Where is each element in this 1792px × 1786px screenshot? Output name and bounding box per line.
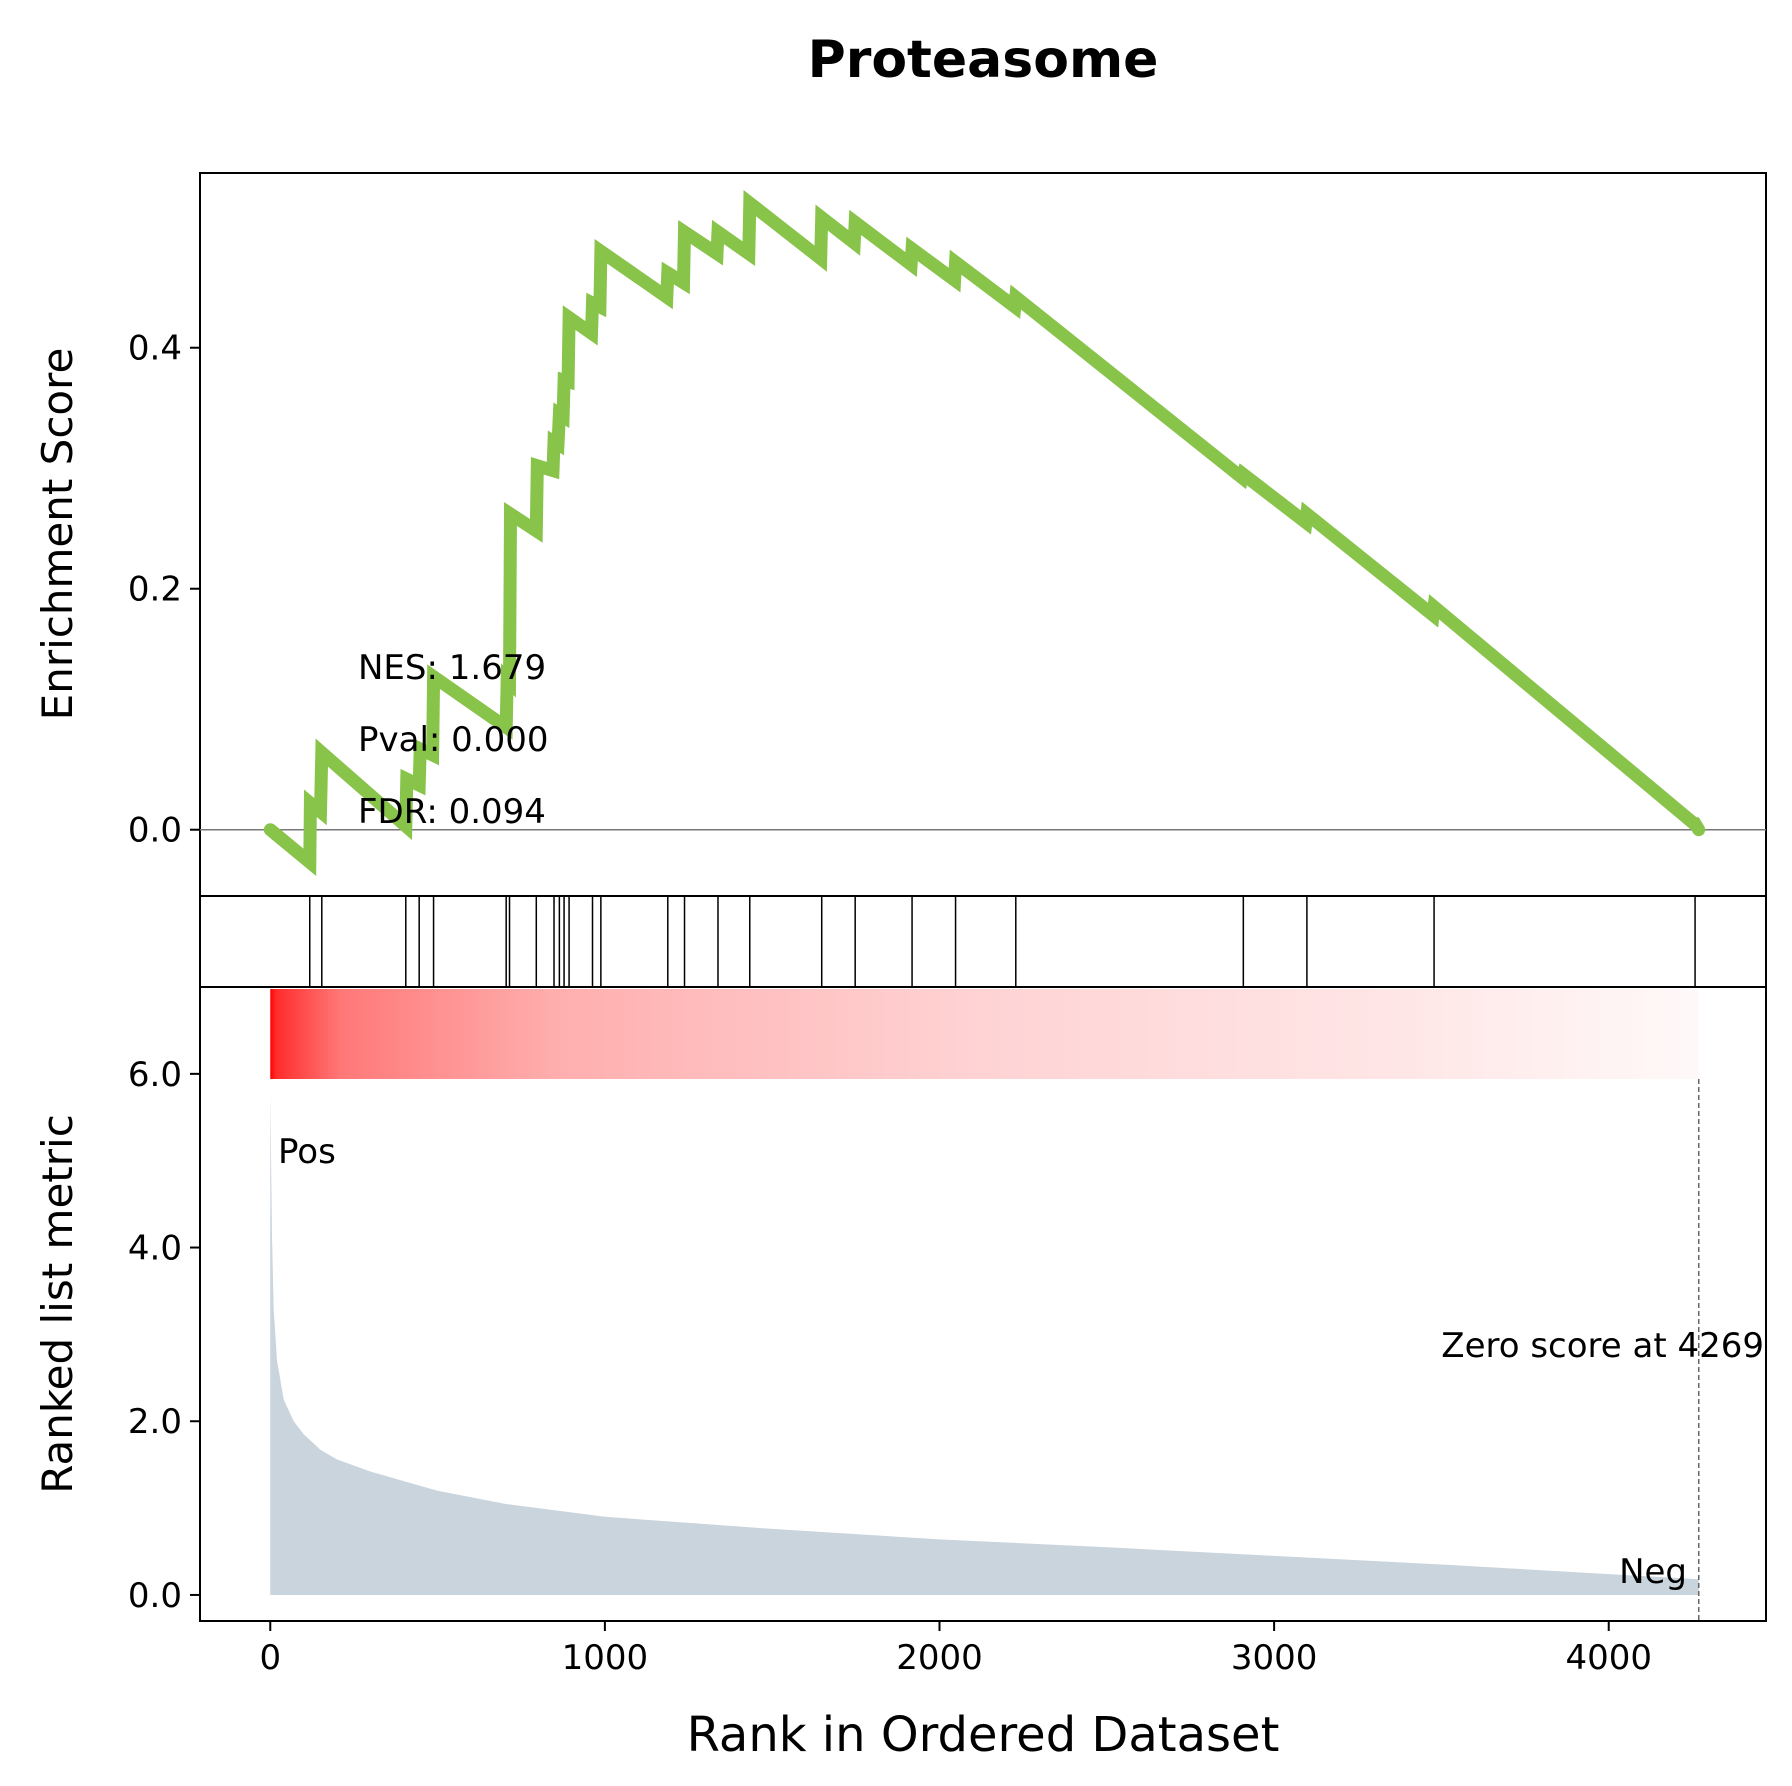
nes-stat: NES: 1.679 — [358, 648, 546, 688]
pval-stat: Pval: 0.000 — [358, 720, 549, 760]
x-axis-label: Rank in Ordered Dataset — [687, 1707, 1280, 1763]
x-tick-label: 2000 — [896, 1638, 983, 1678]
neg-label: Neg — [1619, 1552, 1687, 1592]
ranked-metric-y-tick-label: 2.0 — [128, 1402, 182, 1442]
x-tick-label: 4000 — [1565, 1638, 1652, 1678]
rank-heatmap-bar — [270, 989, 1699, 1079]
ranked-metric-y-tick-label: 6.0 — [128, 1055, 182, 1095]
enrichment-y-axis-label: Enrichment Score — [33, 348, 82, 721]
x-tick-label: 0 — [259, 1638, 281, 1678]
x-tick-label: 3000 — [1231, 1638, 1318, 1678]
enrichment-y-tick-label: 0.0 — [128, 811, 182, 851]
ranked-metric-y-axis-label: Ranked list metric — [33, 1114, 82, 1494]
enrichment-panel: 0.0 0.2 0.4 NES: 1.679 Pval: 0.000 FDR: 0.… — [33, 172, 1767, 897]
ranked-metric-frame — [199, 986, 1767, 1622]
zero-score-label: Zero score at 4269 — [1441, 1326, 1764, 1366]
ranked-metric-area — [270, 1091, 1699, 1595]
enrichment-y-tick-label: 0.4 — [128, 329, 182, 369]
x-tick-label: 1000 — [562, 1638, 649, 1678]
chart-title: Proteasome — [808, 30, 1159, 90]
enrichment-score-line — [263, 189, 1706, 876]
hits-panel — [199, 895, 1767, 988]
ranked-metric-y-tick-label: 4.0 — [128, 1229, 182, 1269]
fdr-stat: FDR: 0.094 — [358, 792, 546, 832]
hits-frame — [199, 895, 1767, 988]
pos-label: Pos — [278, 1132, 336, 1172]
enrichment-y-tick-label: 0.2 — [128, 570, 182, 610]
ranked-metric-y-tick-label: 0.0 — [128, 1576, 182, 1616]
ranked-metric-panel: Zero score at 4269 Pos Neg 0.02.04.06.0 … — [33, 986, 1767, 1622]
